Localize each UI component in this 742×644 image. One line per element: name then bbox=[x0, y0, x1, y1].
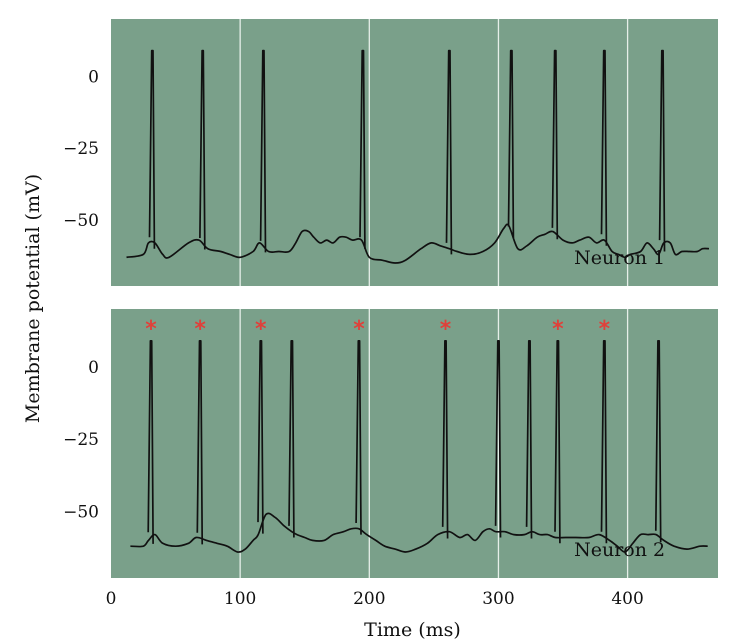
action-potential-spike bbox=[525, 339, 533, 539]
y-tick-label: −50 bbox=[63, 211, 99, 231]
action-potential-spike bbox=[600, 49, 608, 246]
x-tick-label: 300 bbox=[482, 589, 514, 609]
spike-marker-asterisk: * bbox=[440, 317, 452, 342]
action-potential-spike bbox=[355, 339, 362, 535]
spike-marker-asterisk: * bbox=[194, 317, 206, 342]
spike-marker-asterisk: * bbox=[255, 317, 267, 342]
x-tick-label: 200 bbox=[353, 589, 385, 609]
action-potential-spike bbox=[259, 49, 267, 253]
action-potential-spike bbox=[445, 49, 453, 255]
x-axis-ticks: 0 100 200 300 400 bbox=[106, 589, 644, 609]
neuron-1-panel: 0 −25 −50 Neuron 1 bbox=[63, 19, 718, 286]
action-potential-spike bbox=[551, 49, 559, 240]
y-tick-label: −25 bbox=[63, 430, 99, 450]
action-potential-spike bbox=[199, 49, 206, 250]
x-tick-label: 400 bbox=[611, 589, 643, 609]
membrane-trace bbox=[130, 512, 708, 553]
neuron-2-panel: 0 −25 −50 * * * * * * * Neuron 2 bbox=[63, 309, 718, 578]
action-potential-spike bbox=[196, 339, 204, 545]
action-potential-spike bbox=[654, 339, 662, 543]
spike-marker-asterisk: * bbox=[599, 317, 611, 342]
panel-label: Neuron 2 bbox=[574, 539, 665, 561]
action-potential-spike bbox=[658, 49, 666, 252]
spike-marker-asterisk: * bbox=[552, 317, 564, 342]
action-potential-spike bbox=[441, 339, 449, 539]
y-tick-label: −50 bbox=[63, 502, 99, 522]
panel-background bbox=[111, 309, 718, 578]
spike-marker-asterisk: * bbox=[353, 317, 365, 342]
action-potential-spike bbox=[600, 339, 608, 544]
action-potential-spike bbox=[257, 339, 264, 534]
y-axis-label: Membrane potential (mV) bbox=[22, 174, 44, 423]
x-tick-label: 0 bbox=[106, 589, 117, 609]
membrane-trace bbox=[126, 223, 710, 264]
spike-marker-asterisk: * bbox=[145, 317, 157, 342]
y-tick-label: 0 bbox=[88, 67, 99, 87]
action-potential-spike bbox=[554, 339, 561, 544]
action-potential-spike bbox=[494, 339, 502, 538]
panel-background bbox=[111, 19, 718, 286]
action-potential-spike bbox=[147, 339, 154, 544]
panel-label: Neuron 1 bbox=[574, 247, 665, 269]
y-tick-label: −25 bbox=[63, 139, 99, 159]
x-axis-label: Time (ms) bbox=[364, 619, 461, 641]
action-potential-spike bbox=[288, 339, 295, 538]
x-tick-label: 100 bbox=[224, 589, 256, 609]
y-tick-label: 0 bbox=[88, 358, 99, 378]
action-potential-spike bbox=[507, 49, 515, 239]
action-potential-spike bbox=[148, 49, 156, 249]
action-potential-spike bbox=[359, 49, 366, 249]
